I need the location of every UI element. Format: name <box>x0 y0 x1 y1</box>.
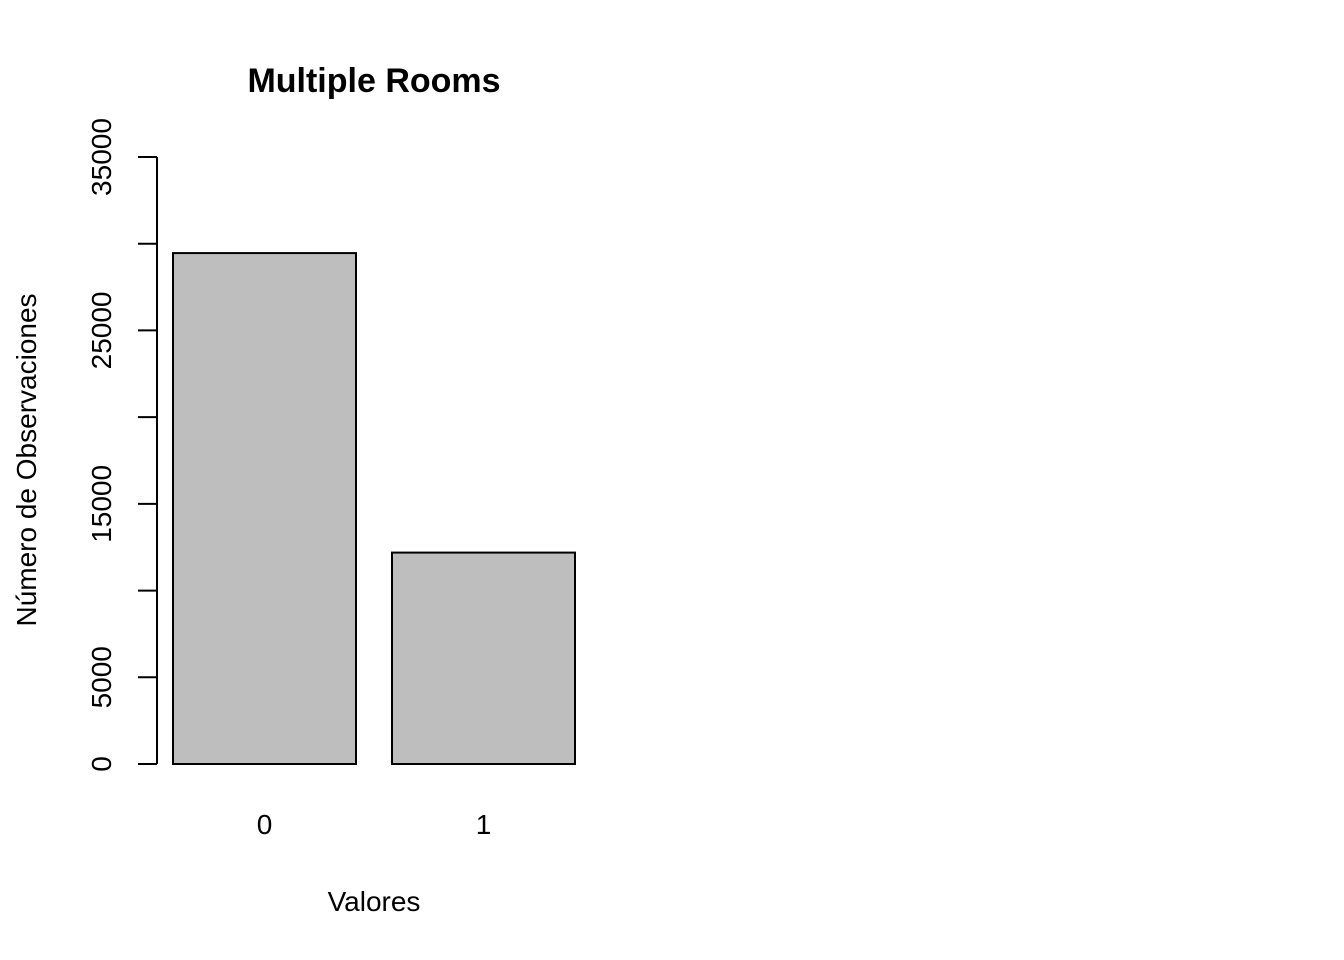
y-tick-label: 5000 <box>86 646 117 708</box>
y-tick-label: 15000 <box>86 465 117 543</box>
bars <box>172 252 576 765</box>
x-tick-label: 1 <box>476 809 492 840</box>
bar-0 <box>172 252 357 765</box>
bar-1 <box>391 551 576 765</box>
y-axis: 0 5000 15000 25000 35000 <box>86 118 158 772</box>
y-tick-label: 0 <box>86 756 117 772</box>
x-axis-title: Valores <box>328 886 421 917</box>
y-axis-title: Número de Observaciones <box>11 293 42 626</box>
x-tick-label: 0 <box>257 809 273 840</box>
y-tick-label: 25000 <box>86 291 117 369</box>
y-tick-label: 35000 <box>86 118 117 196</box>
chart-title: Multiple Rooms <box>247 62 500 100</box>
